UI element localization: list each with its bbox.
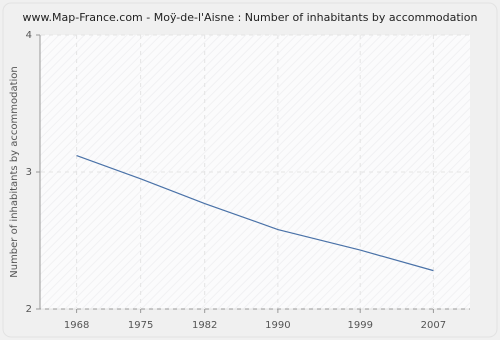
x-tick-label: 2007 xyxy=(421,320,446,331)
y-tick-label: 4 xyxy=(26,30,32,41)
line xyxy=(76,154,434,272)
x-tick-label: 1999 xyxy=(347,320,372,331)
chart-title: www.Map-France.com - Moÿ-de-l'Aisne : Nu… xyxy=(23,11,478,24)
x-tick-label: 1982 xyxy=(192,320,217,331)
y-axis-label: Number of inhabitants by accommodation xyxy=(9,66,20,278)
x-tick-label: 1975 xyxy=(128,320,153,331)
x-tick-label: 1990 xyxy=(265,320,290,331)
y-tick-label: 2 xyxy=(26,304,32,315)
y-tick-label: 3 xyxy=(26,167,32,178)
plot-area xyxy=(40,35,470,309)
x-tick-label: 1968 xyxy=(64,320,89,331)
